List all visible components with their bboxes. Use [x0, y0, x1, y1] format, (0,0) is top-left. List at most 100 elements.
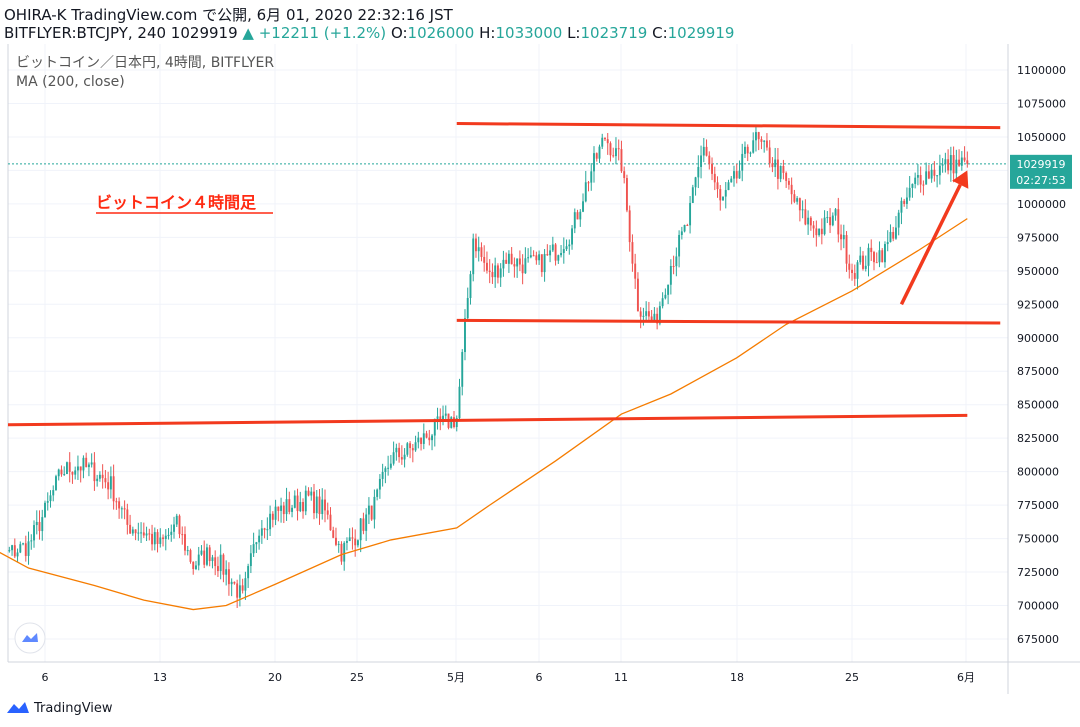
candle-up — [98, 474, 101, 479]
candle-down — [324, 499, 326, 511]
last-price-badge-bg — [1010, 154, 1072, 189]
candle-down — [620, 149, 623, 172]
drawings-layer[interactable] — [7, 122, 1001, 427]
time-tick-label: 6 — [536, 671, 543, 684]
time-tick-label: 13 — [153, 671, 167, 684]
candle-up — [516, 258, 519, 267]
candle-down — [483, 256, 486, 263]
trend-arrow-head — [952, 170, 969, 189]
candle-up — [494, 265, 497, 278]
candle-up — [678, 234, 681, 257]
candle-down — [837, 209, 840, 235]
candle-down — [208, 547, 211, 562]
trend-line-2[interactable] — [456, 318, 1001, 325]
candle-down — [107, 482, 110, 490]
price-axis[interactable]: 675000 700000 725000 750000 775000 800000 8250… — [1017, 64, 1066, 646]
candle-up — [930, 169, 933, 179]
candle-down — [351, 537, 354, 539]
candle-down — [313, 491, 315, 514]
candle-up — [502, 259, 505, 269]
candle-up — [96, 478, 99, 482]
candle-up — [565, 246, 568, 250]
candle-up — [653, 313, 656, 322]
candle-up — [551, 244, 554, 251]
trend-arrow[interactable] — [899, 183, 962, 306]
time-tick-label: 20 — [268, 671, 282, 684]
candle-down — [263, 528, 266, 530]
candle-down — [236, 583, 239, 598]
candle-down — [362, 518, 365, 531]
candle-up — [727, 182, 730, 191]
candle-up — [807, 217, 810, 225]
candle-down — [126, 509, 129, 525]
last-price-badge: 1029919 02:27:53 — [1010, 154, 1072, 189]
high-value: 1033000 — [495, 24, 563, 42]
candle-down — [148, 533, 151, 535]
candle-up — [140, 532, 143, 534]
candle-down — [288, 499, 291, 512]
chart-area[interactable]: 675000 700000 725000 750000 775000 800000 8250… — [0, 44, 1080, 694]
candle-up — [593, 153, 595, 172]
candle-up — [337, 543, 340, 545]
candle-up — [252, 544, 255, 554]
candle-up — [911, 183, 914, 188]
close-value: 1029919 — [667, 24, 735, 42]
candle-down — [757, 132, 760, 140]
candle-down — [672, 265, 675, 267]
price-chart[interactable]: 675000 700000 725000 750000 775000 800000 8250… — [0, 44, 1080, 694]
candle-down — [71, 471, 74, 475]
candle-up — [30, 540, 33, 542]
candle-down — [241, 585, 244, 591]
time-axis[interactable]: 6 13 20 25 5月 6 11 18 25 6月 — [42, 671, 976, 684]
price-tick-label: 1075000 — [1017, 97, 1066, 110]
candle-down — [853, 273, 856, 279]
candle-down — [420, 437, 423, 444]
candle-up — [120, 508, 123, 510]
candle-down — [104, 478, 107, 483]
price-tick-label: 1050000 — [1017, 131, 1066, 144]
candle-up — [384, 468, 387, 472]
last-price-value: 1029919 — [1017, 158, 1066, 171]
candle-up — [601, 137, 604, 147]
trend-line-1[interactable] — [456, 122, 1001, 130]
candle-up — [557, 255, 560, 261]
candle-down — [875, 262, 878, 264]
candle-up — [395, 447, 398, 453]
candle-up — [444, 413, 447, 416]
candle-up — [859, 255, 862, 263]
candle-up — [538, 254, 541, 261]
candle-down — [428, 437, 431, 441]
ma200-line[interactable] — [0, 218, 968, 611]
candle-up — [661, 298, 664, 307]
candle-down — [189, 550, 192, 562]
candle-down — [93, 462, 96, 482]
candle-up — [46, 501, 49, 503]
ohlc-row: BITFLYER:BTCJPY, 240 1029919 ▲ +12211 (+… — [4, 24, 734, 42]
candle-down — [790, 184, 793, 195]
candle-up — [11, 545, 14, 551]
candle-up — [195, 565, 197, 569]
candle-up — [197, 554, 200, 566]
candle-up — [65, 462, 68, 475]
candle-down — [812, 225, 815, 229]
candle-up — [159, 537, 162, 544]
tradingview-watermark-icon[interactable] — [14, 622, 46, 654]
candle-up — [867, 247, 870, 266]
candle-up — [200, 550, 203, 555]
price-tick-label: 825000 — [1017, 432, 1059, 445]
candle-down — [60, 469, 63, 475]
candle-up — [568, 244, 571, 247]
candle-up — [697, 166, 700, 178]
candle-down — [768, 147, 771, 164]
candle-down — [271, 513, 274, 520]
candle-down — [776, 159, 779, 179]
trend-line-3[interactable] — [7, 413, 968, 427]
candle-down — [118, 501, 121, 509]
candle-up — [878, 250, 881, 263]
candle-down — [38, 521, 41, 532]
candle-up — [477, 247, 480, 252]
candle-up — [461, 352, 464, 387]
candle-up — [387, 467, 390, 469]
candle-up — [754, 132, 757, 141]
candle-up — [683, 225, 686, 232]
